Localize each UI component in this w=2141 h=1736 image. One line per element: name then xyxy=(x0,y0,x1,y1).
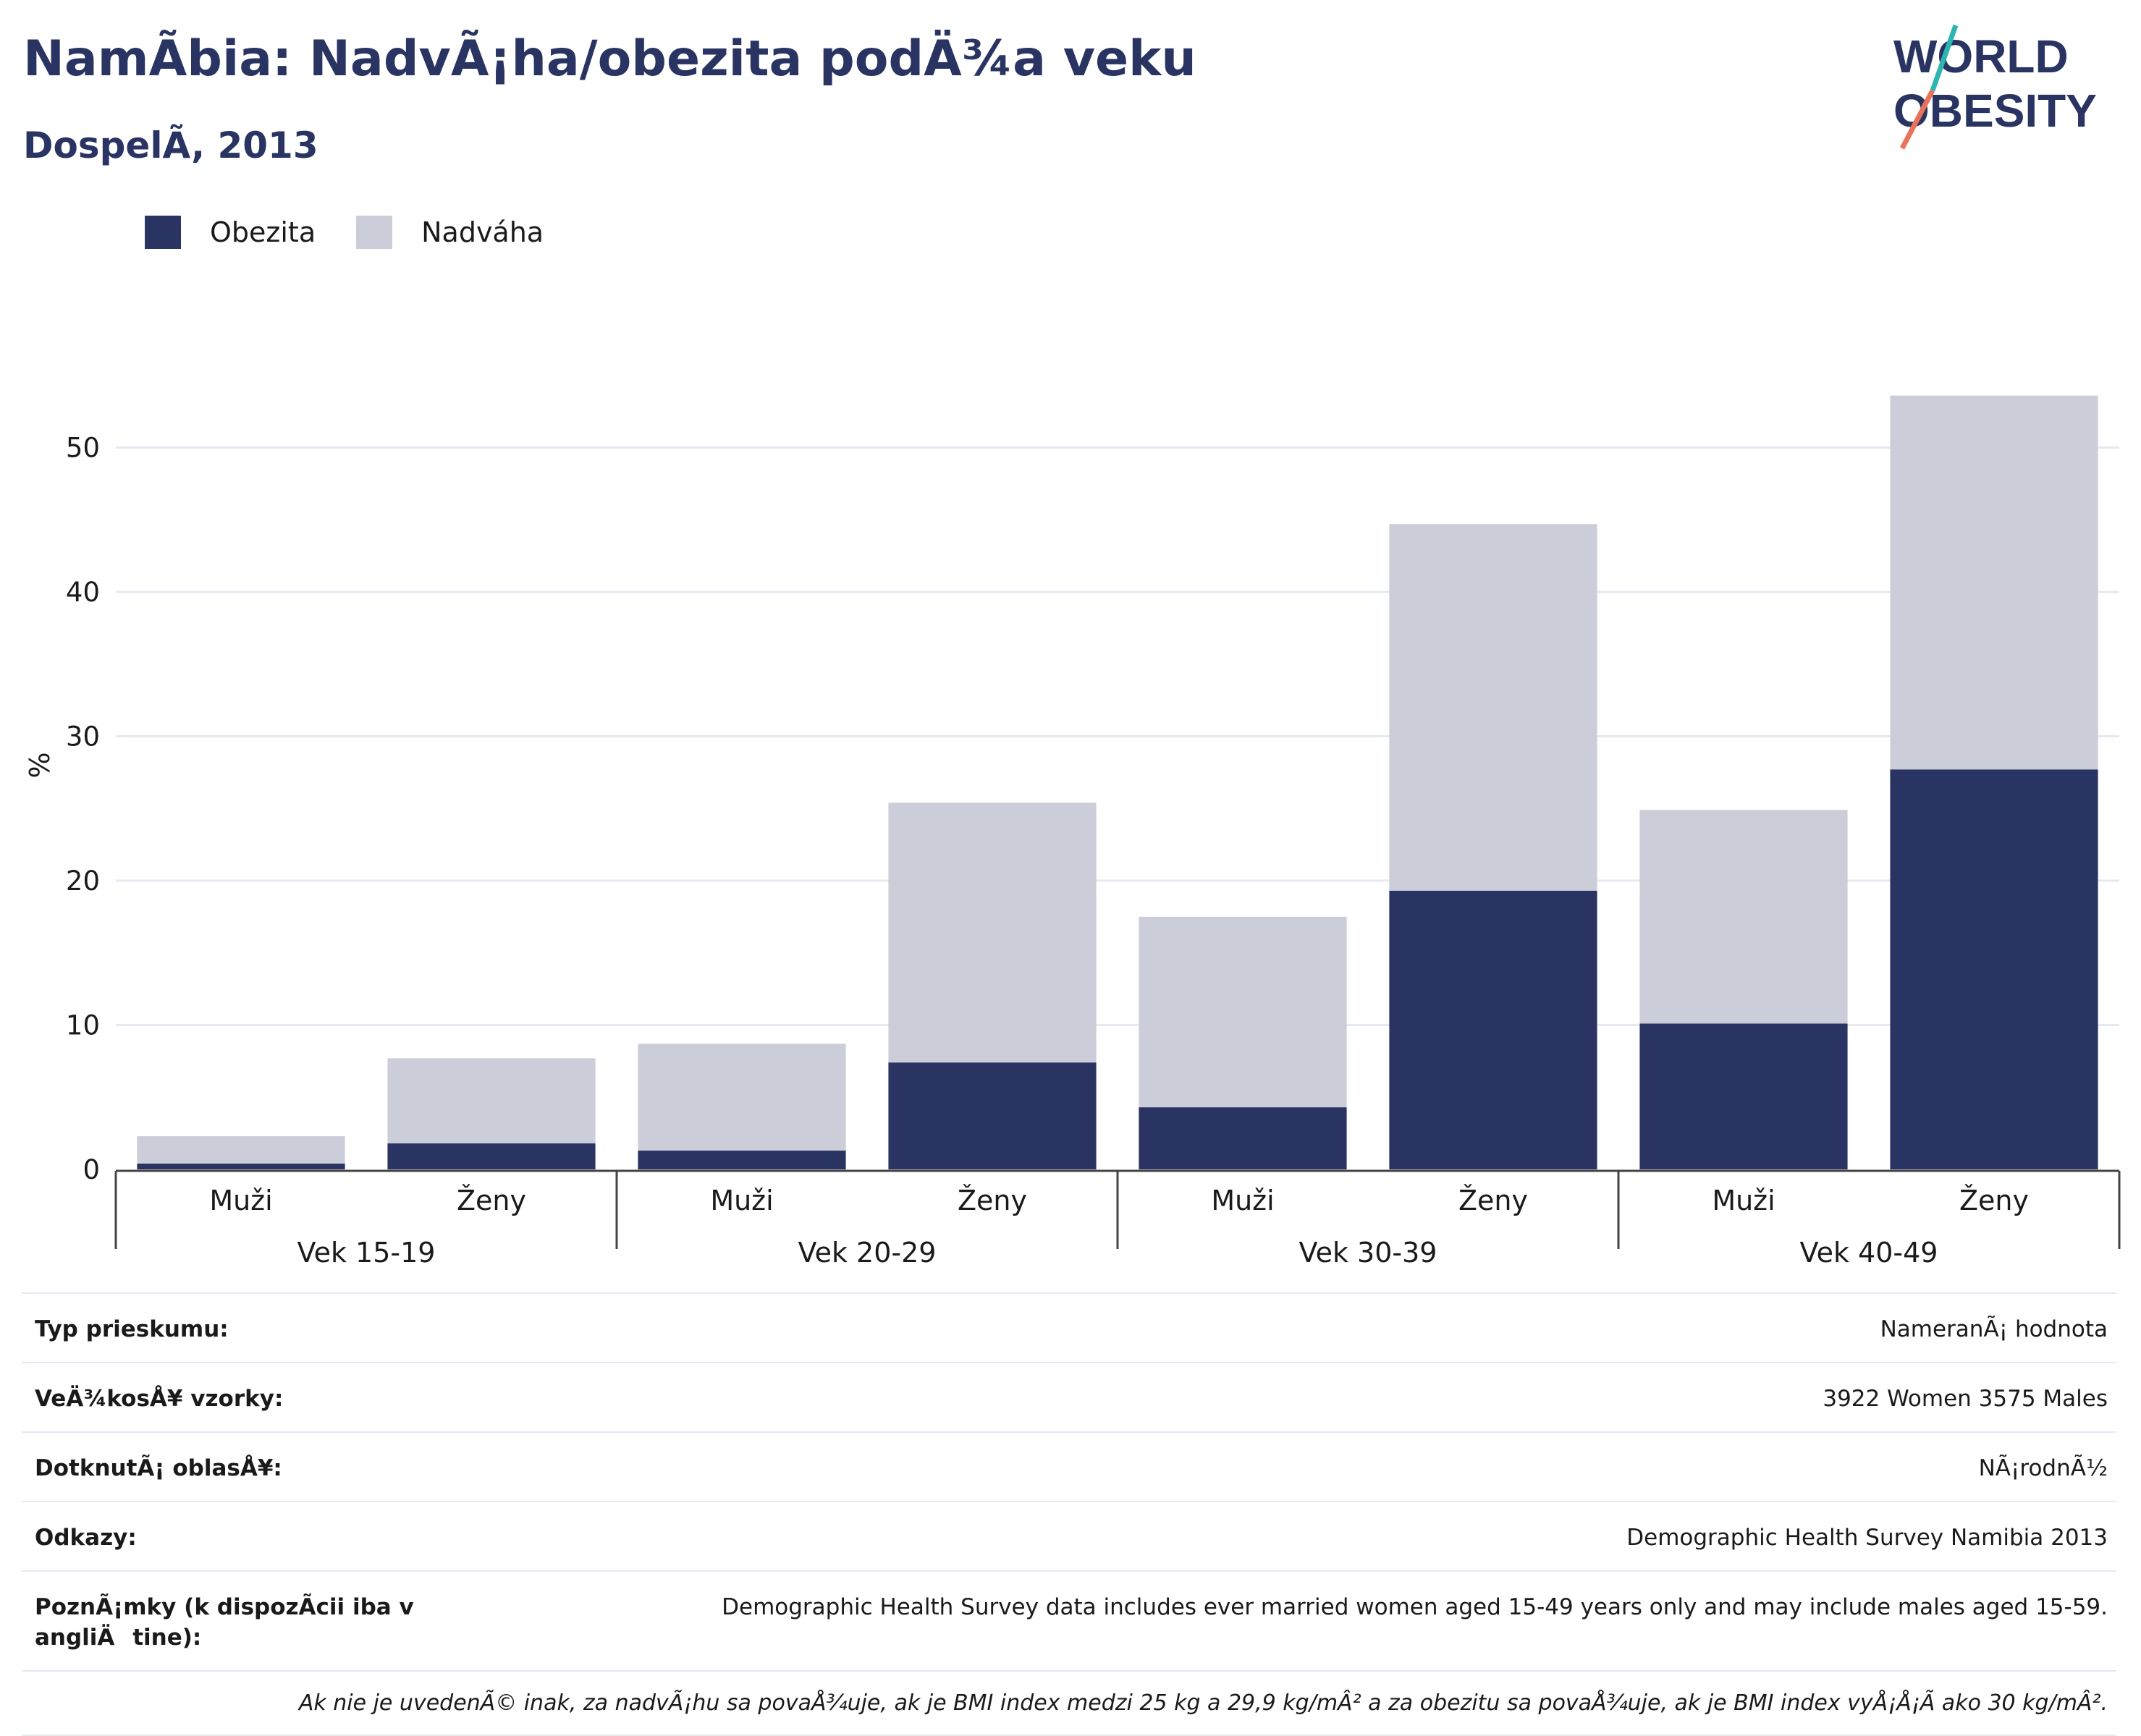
bar-obesity xyxy=(1139,1107,1347,1169)
legend-label-obesity: Obezita xyxy=(210,216,316,248)
x-group-label: Vek 15-19 xyxy=(297,1237,436,1269)
x-category-label: Ženy xyxy=(1959,1185,2029,1216)
info-value: 3922 Women 3575 Males xyxy=(1823,1386,2108,1412)
legend-swatch-obesity xyxy=(145,216,181,249)
bar-overweight xyxy=(1639,810,1848,1024)
info-row-survey-type: Typ prieskumu: NameranÃ¡ hodnota xyxy=(22,1292,2116,1362)
x-category-label: Muži xyxy=(1712,1185,1775,1216)
bar-obesity xyxy=(1389,890,1597,1169)
survey-info-table: Typ prieskumu: NameranÃ¡ hodnota VeÄ¾kos… xyxy=(22,1292,2116,1736)
bar-overweight xyxy=(137,1136,345,1164)
x-category-label: Ženy xyxy=(958,1185,1027,1216)
bar-obesity xyxy=(387,1143,596,1169)
logo-line1: WORLD xyxy=(1893,30,2069,82)
x-category-label: Muži xyxy=(710,1185,773,1216)
bar-obesity xyxy=(1890,769,2098,1169)
world-obesity-logo: WORLD OBESITY xyxy=(1893,24,2097,150)
y-tick-label: 10 xyxy=(66,1010,100,1041)
info-row-references: Odkazy: Demographic Health Survey Namibi… xyxy=(22,1501,2116,1570)
bar-overweight xyxy=(888,803,1097,1063)
info-row-area: DotknutÃ¡ oblasÅ¥: NÃ¡rodnÃ½ xyxy=(22,1431,2116,1501)
logo-slash-upper xyxy=(1930,24,1959,92)
info-label: Typ prieskumu: xyxy=(35,1316,229,1342)
x-group-label: Vek 40-49 xyxy=(1800,1237,1938,1269)
info-value: NÃ¡rodnÃ½ xyxy=(1978,1455,2108,1481)
x-group-label: Vek 30-39 xyxy=(1299,1237,1437,1269)
chart-legend: Obezita Nadváha xyxy=(145,216,584,249)
bar-chart: 0 10 20 30 40 50% Muži Ženy Vek 15-19 Muži Ženy Vek… xyxy=(24,395,2121,1269)
y-axis-label: % xyxy=(24,752,56,778)
x-category-label: Ženy xyxy=(457,1185,526,1216)
bar-overweight xyxy=(638,1043,846,1151)
chart-title: NamÃbia: NadvÃ¡ha/obezita podÄ¾a veku xyxy=(23,30,1196,88)
legend-item-overweight[interactable]: Nadváha xyxy=(356,216,544,249)
info-row-notes: PoznÃ¡mky (k dispozÃcii iba v angliÄtin… xyxy=(22,1570,2116,1670)
info-value: Demographic Health Survey data includes … xyxy=(722,1594,2108,1620)
bar-obesity xyxy=(1639,1023,1848,1169)
bar-obesity xyxy=(638,1151,846,1169)
y-tick-label: 0 xyxy=(83,1154,100,1185)
x-category-label: Muži xyxy=(1211,1185,1274,1216)
x-category-label: Muži xyxy=(209,1185,272,1216)
bar-overweight xyxy=(387,1058,596,1144)
y-tick-label: 20 xyxy=(66,865,100,897)
logo-slash-lower xyxy=(1899,89,1935,150)
legend-label-overweight: Nadváha xyxy=(421,216,544,248)
chart-subtitle: DospelÃ, 2013 xyxy=(23,124,318,166)
info-label: DotknutÃ¡ oblasÅ¥: xyxy=(35,1455,282,1481)
bar-overweight xyxy=(1139,916,1347,1108)
info-label: VeÄ¾kosÅ¥ vzorky: xyxy=(35,1386,284,1412)
y-tick-label: 50 xyxy=(66,433,100,464)
x-group-label: Vek 20-29 xyxy=(798,1237,937,1269)
bmi-footnote: Ak nie je uvedenÃ© inak, za nadvÃ¡hu sa … xyxy=(22,1670,2116,1736)
bar-obesity xyxy=(888,1062,1097,1169)
info-value: Demographic Health Survey Namibia 2013 xyxy=(1626,1525,2108,1551)
bar-overweight xyxy=(1890,395,2098,770)
logo-line2: OBESITY xyxy=(1893,85,2097,137)
info-value: NameranÃ¡ hodnota xyxy=(1880,1316,2108,1342)
y-tick-label: 40 xyxy=(66,577,100,608)
info-label: Odkazy: xyxy=(35,1525,137,1551)
legend-item-obesity[interactable]: Obezita xyxy=(145,216,316,249)
y-tick-label: 30 xyxy=(66,721,100,753)
bar-obesity xyxy=(137,1164,345,1169)
info-label: PoznÃ¡mky (k dispozÃcii iba v angliÄtin… xyxy=(35,1594,414,1651)
info-row-sample-size: VeÄ¾kosÅ¥ vzorky: 3922 Women 3575 Males xyxy=(22,1362,2116,1431)
bar-overweight xyxy=(1389,524,1597,891)
legend-swatch-overweight xyxy=(356,216,393,249)
x-category-label: Ženy xyxy=(1458,1185,1528,1216)
